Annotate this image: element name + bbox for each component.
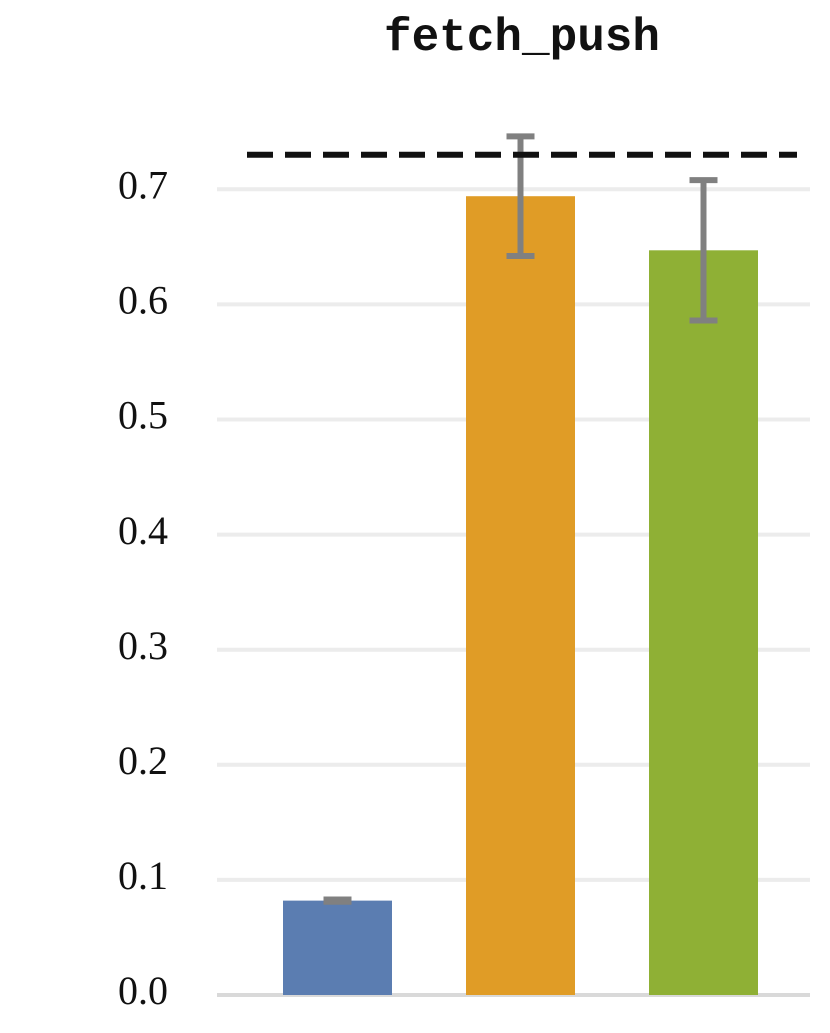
y-tick-label: 0.6 — [118, 278, 168, 323]
bar — [283, 900, 392, 995]
bar — [466, 196, 575, 995]
y-tick-label: 0.3 — [118, 623, 168, 668]
y-tick-label: 0.7 — [118, 162, 168, 207]
y-tick-label: 0.4 — [118, 508, 168, 553]
error-bar — [323, 896, 352, 905]
chart-title: fetch_push — [384, 12, 660, 64]
bar — [649, 250, 758, 996]
y-tick-label: 0.2 — [118, 738, 168, 783]
y-tick-label: 0.1 — [118, 853, 168, 898]
y-tick-label: 0.0 — [118, 968, 168, 1013]
y-tick-label: 0.5 — [118, 393, 168, 438]
error-bar — [689, 177, 718, 324]
